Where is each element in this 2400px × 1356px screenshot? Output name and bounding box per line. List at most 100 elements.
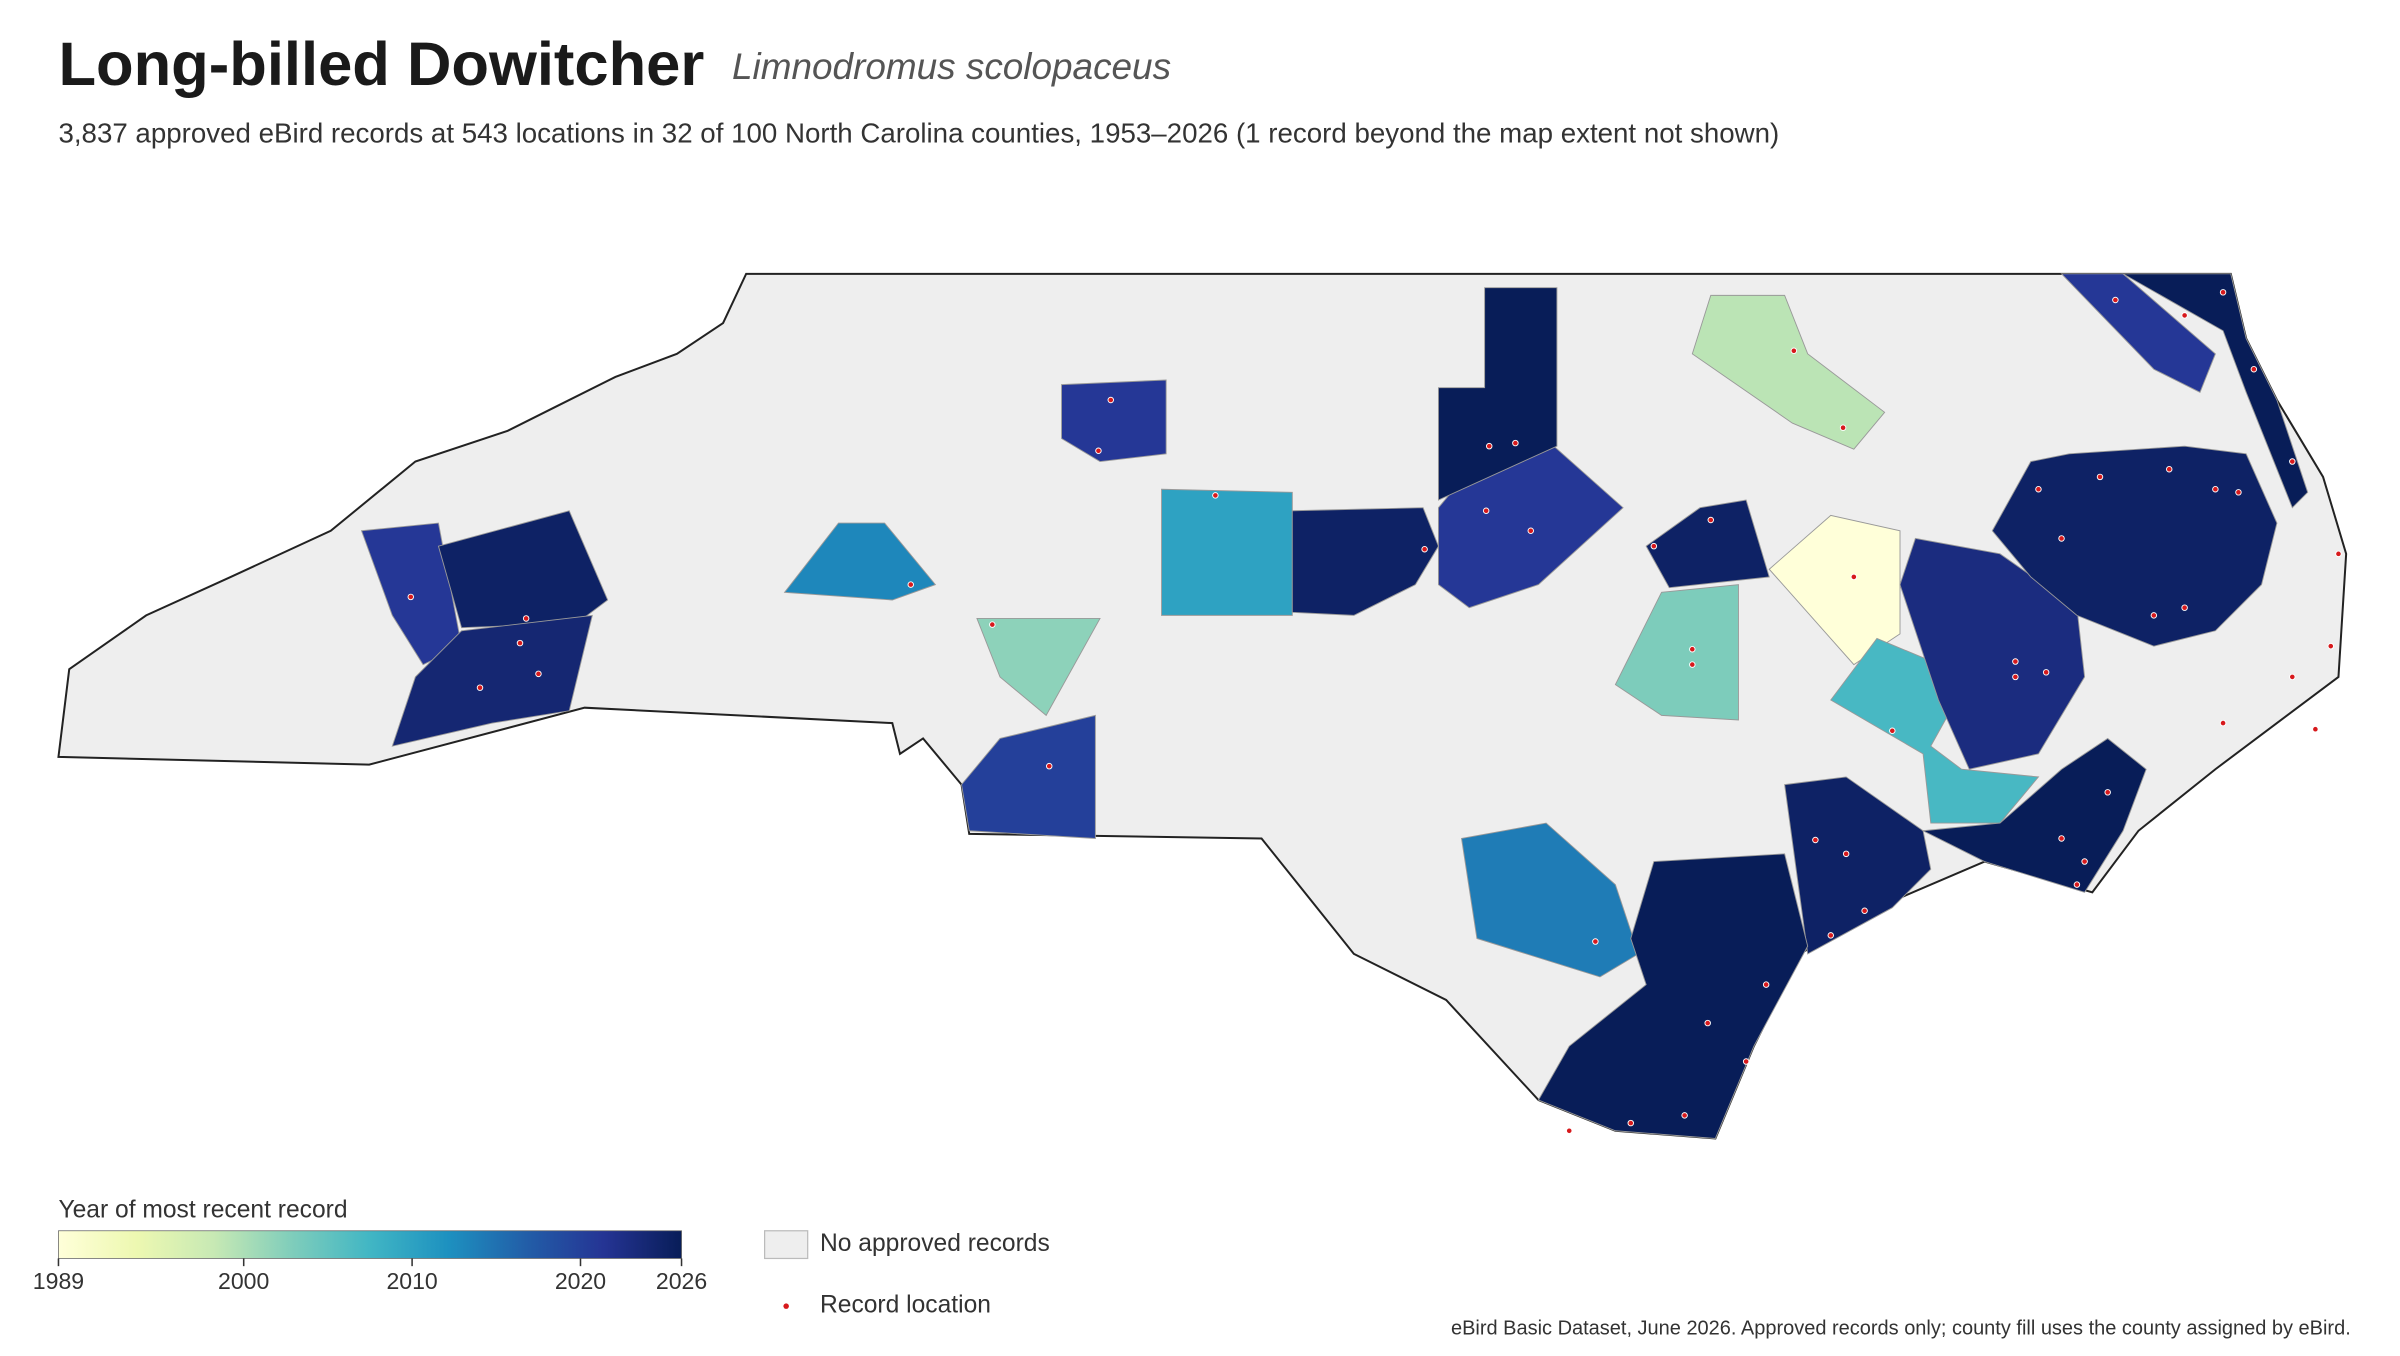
record-point [2219,289,2227,296]
colorbar-tick-label: 2010 [386,1268,437,1294]
record-point [1421,546,1428,553]
record-point [1107,396,1115,404]
county-fill [1614,584,1739,721]
record-point [2042,669,2050,676]
record-point [522,615,530,622]
county-fill [1437,287,1558,501]
title: Long-billed Dowitcher [58,30,704,99]
record-point [1762,981,1770,988]
colorbar-tick-label: 2020 [555,1268,606,1294]
no-data-label: No approved records [820,1230,1050,1257]
record-point [1527,527,1535,535]
county-fill [1991,445,2278,647]
record-point [2335,550,2342,558]
record-point [2165,466,2173,473]
record-point [2035,486,2042,493]
record-point [1689,661,1696,668]
no-data-swatch [764,1230,809,1260]
record-point [1827,932,1834,939]
record-point [989,621,996,628]
colorbar-tick-label: 2026 [656,1268,707,1294]
record-point [1095,447,1102,455]
record-point [1839,424,1847,431]
title-line: Long-billed Dowitcher Limnodromus scolopa… [58,30,1171,99]
record-point [2081,858,2088,865]
record-point [1704,1019,1711,1027]
record-point [1681,1112,1688,1119]
record-points [407,289,2342,1134]
county-fill [961,714,1096,839]
county-fill [1161,488,1293,616]
record-point [1861,907,1868,914]
record-point [1046,762,1053,770]
county-fill [437,510,609,629]
record-point [2250,365,2258,373]
record-point [1889,727,1896,734]
record-point [2235,489,2242,496]
county-fill [1691,294,1886,450]
record-point [2058,835,2065,842]
county-fill [1830,637,2040,824]
record-point [1812,836,1819,844]
county-fill [2121,273,2309,509]
record-point [2150,612,2158,619]
record-point [2104,789,2111,796]
record-point [1566,1127,1573,1134]
source: eBird Basic Dataset, June 2026. Approved… [1451,1318,2351,1340]
record-point [2096,473,2104,481]
record-point [2327,642,2334,650]
colorbar-tick-label: 1989 [33,1268,84,1294]
county-fill [2060,273,2216,393]
record-point [2112,296,2119,304]
subtitle: 3,837 approved eBird records at 543 loca… [58,118,1779,149]
record-point [1850,573,1858,581]
county-fill [783,522,937,601]
record-point [1707,516,1714,524]
record-point [1650,542,1658,550]
record-point [1592,938,1599,945]
record-point [1486,442,1493,450]
county-fill [1921,737,2147,893]
record-point [1842,850,1850,858]
points-swatch [783,1303,789,1309]
scientific-name: Limnodromus scolopaceus [732,46,1171,87]
points-label: Record location [820,1292,991,1319]
county-fill [1291,507,1439,616]
county-fill [1784,776,1932,955]
record-point [2012,658,2019,665]
county-fill [976,617,1101,717]
record-point [2289,673,2296,681]
record-point [2212,486,2219,493]
record-point [2312,725,2319,733]
record-point [2289,458,2296,465]
record-point [2181,312,2188,319]
record-point [476,684,484,691]
record-point [516,639,524,647]
record-point [1790,347,1798,354]
record-point [2073,881,2081,888]
record-point [535,670,542,678]
record-point [2219,719,2227,727]
record-point [2058,535,2065,542]
county-fill [1899,537,2086,770]
county-fill [1537,853,1809,1139]
colorbar [58,1230,682,1259]
record-point [1742,1058,1750,1065]
county-fill [1768,514,1901,666]
record-point [1627,1119,1634,1127]
record-point [1689,646,1696,653]
record-point [1482,507,1490,515]
colorbar-tick-label: 2000 [218,1268,269,1294]
record-point [1512,439,1519,447]
record-point [2012,673,2019,681]
county-fill [1061,379,1167,463]
record-point [1212,492,1219,499]
record-point [907,581,915,588]
county-fill [391,614,593,747]
county-fill [1645,499,1770,589]
record-point [2181,604,2188,611]
legend-title: Year of most recent record [58,1196,347,1223]
record-point [407,593,415,601]
